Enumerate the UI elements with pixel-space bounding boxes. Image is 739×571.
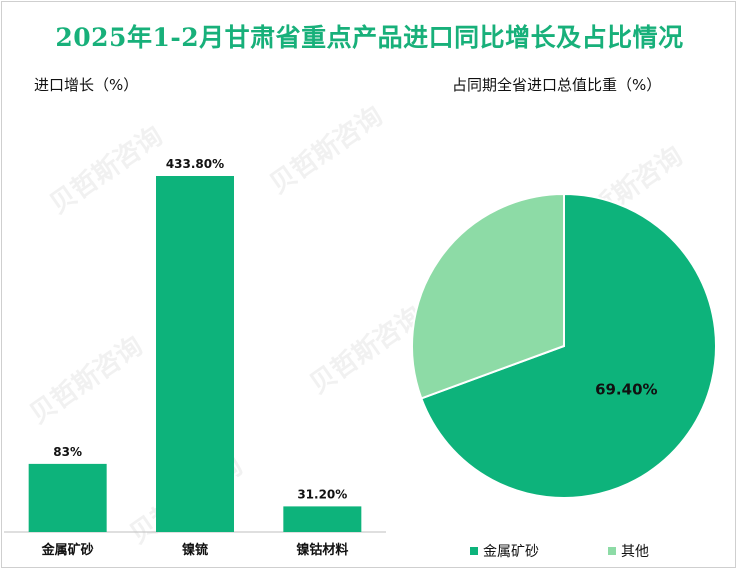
bar-value-label: 31.20% xyxy=(297,487,347,501)
bar-0 xyxy=(28,463,107,532)
legend-swatch xyxy=(470,547,478,555)
pie-slice-0 xyxy=(420,192,717,499)
legend-item-other: 其他 xyxy=(608,541,649,561)
pie-chart-subtitle: 占同期全省进口总值比重（%） xyxy=(452,76,662,94)
legend-label: 其他 xyxy=(621,544,649,560)
legend-item-main: 金属矿砂 xyxy=(470,541,539,561)
bar-1 xyxy=(156,176,234,532)
pie-slice-1 xyxy=(411,192,565,400)
x-tick-label: 镍钴材料 xyxy=(296,542,348,558)
pie-value-label: 69.40% xyxy=(595,381,657,399)
legend-swatch xyxy=(608,547,616,555)
bar-2 xyxy=(283,506,362,532)
chart-title: 2025年1-2月甘肃省重点产品进口同比增长及占比情况 xyxy=(55,23,684,52)
bar-value-label: 433.80% xyxy=(166,157,224,171)
bar-chart-subtitle: 进口增长（%） xyxy=(34,76,139,94)
x-tick-label: 镍锍 xyxy=(182,542,208,558)
x-tick-label: 金属矿砂 xyxy=(41,542,94,558)
legend-label: 金属矿砂 xyxy=(483,544,539,560)
bar-value-label: 83% xyxy=(53,445,82,459)
